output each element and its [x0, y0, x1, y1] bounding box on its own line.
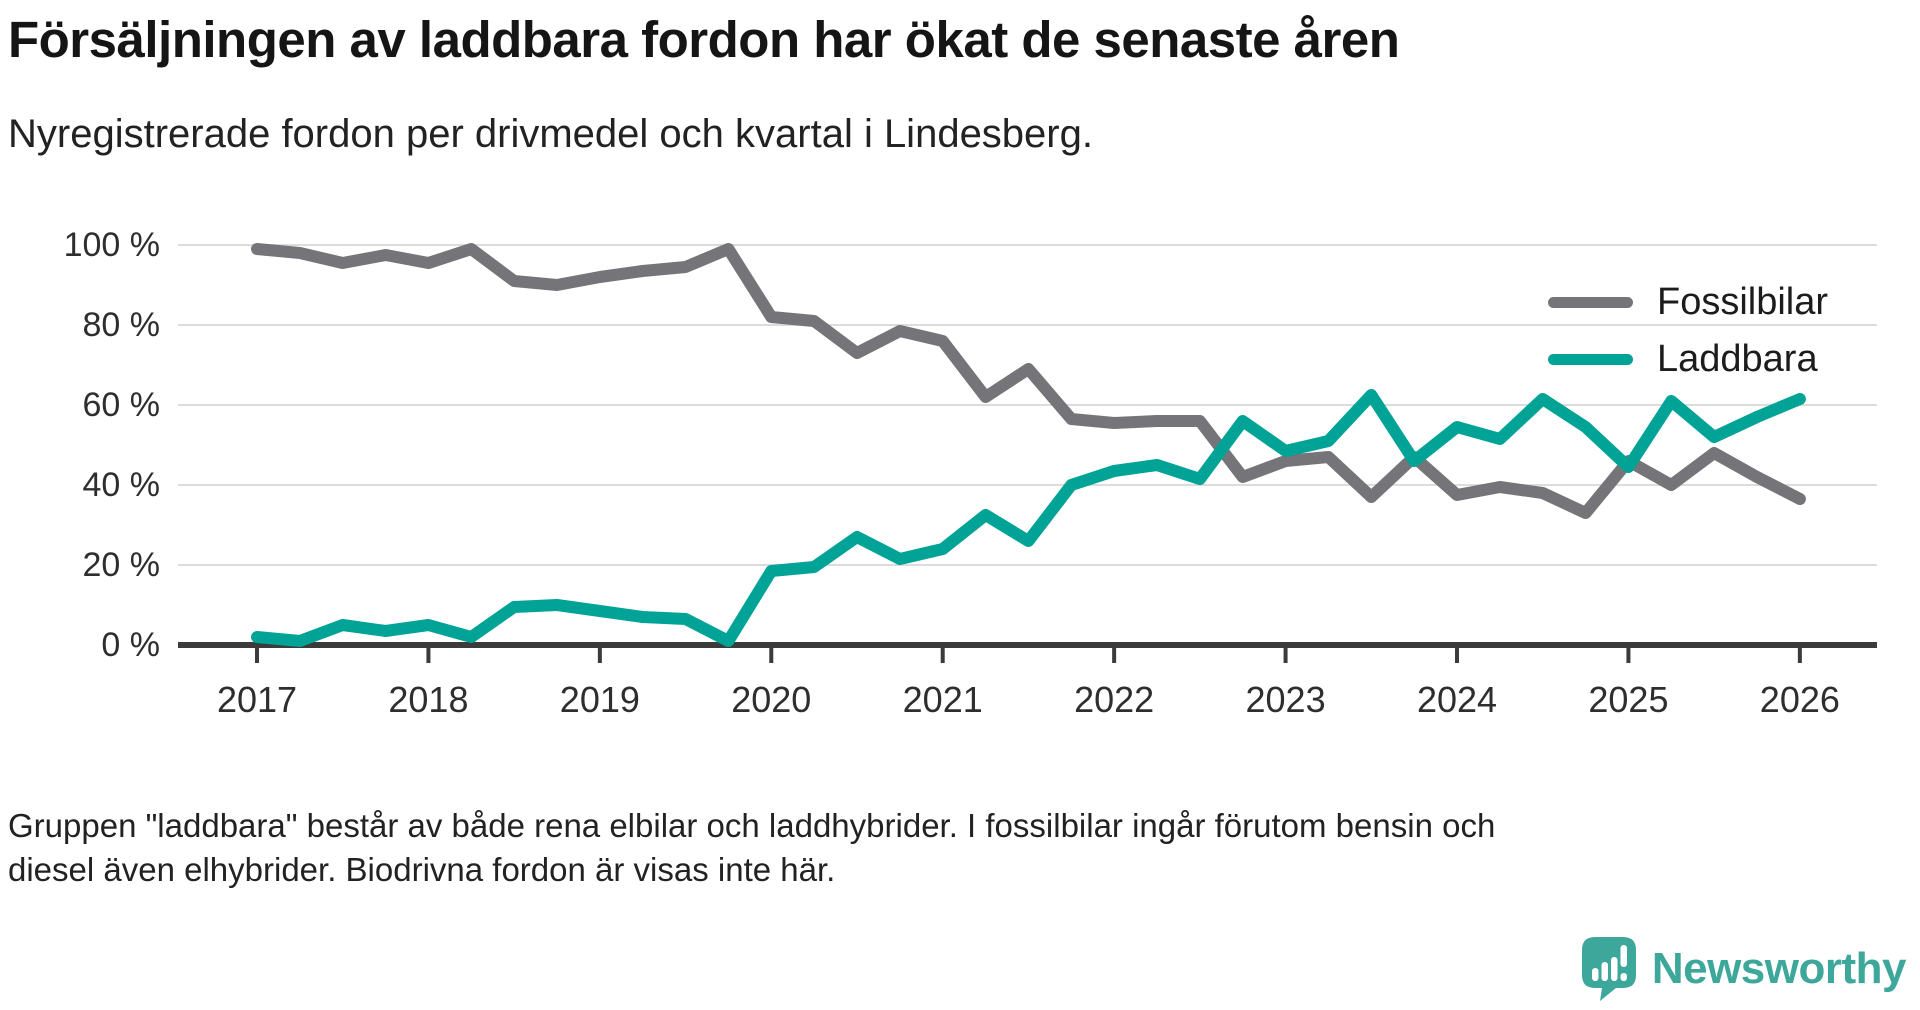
x-tick-label: 2021 [902, 679, 983, 720]
x-tick-label: 2026 [1759, 679, 1840, 720]
y-tick-label: 0 % [101, 626, 160, 664]
legend-item-laddbara: Laddbara [1548, 337, 1818, 380]
grid-lines [178, 244, 1877, 566]
y-tick-label: 60 % [82, 386, 161, 424]
newsworthy-logo: Newsworthy [1580, 936, 1907, 1002]
x-axis [178, 642, 1877, 663]
y-tick-label: 20 % [82, 546, 161, 584]
x-tick-label: 2019 [559, 679, 640, 720]
chart-footnote: Gruppen "laddbara" består av både rena e… [8, 807, 1496, 888]
fossilbilar-legend-label: Fossilbilar [1657, 280, 1829, 323]
x-tick-label: 2024 [1416, 679, 1498, 720]
laddbara-line [251, 389, 1806, 647]
fossilbilar-legend-swatch [1548, 296, 1633, 308]
newsworthy-logo-text: Newsworthy [1651, 944, 1907, 993]
legend-item-fossilbilar: Fossilbilar [1548, 280, 1829, 323]
x-tick-label: 2023 [1245, 679, 1326, 720]
x-tick-label: 2017 [216, 679, 298, 720]
x-tick-label: 2022 [1074, 679, 1155, 720]
x-tick-label: 2018 [388, 679, 469, 720]
page-title: Försäljningen av laddbara fordon har öka… [8, 11, 1400, 68]
y-tick-label: 40 % [82, 466, 161, 504]
laddbara-legend-swatch [1548, 353, 1633, 365]
laddbara-legend-label: Laddbara [1657, 337, 1818, 380]
y-tick-label: 80 % [82, 306, 161, 344]
page-subtitle: Nyregistrerade fordon per drivmedel och … [8, 112, 1093, 156]
fossilbilar-line [251, 243, 1806, 519]
x-tick-label: 2025 [1588, 679, 1669, 720]
x-tick-label: 2020 [731, 679, 812, 720]
y-tick-label: 100 % [63, 226, 160, 264]
newsworthy-logo-icon [1581, 937, 1636, 1001]
